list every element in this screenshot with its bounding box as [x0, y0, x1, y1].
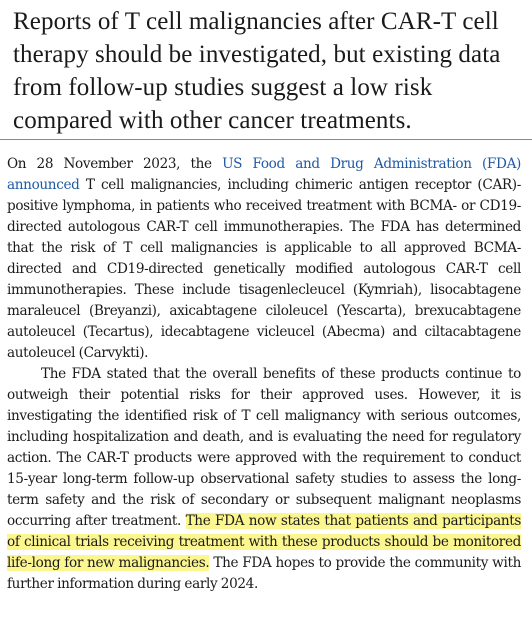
fda-announcement-link[interactable]: US Food and Drug Administration (FDA) an… — [7, 156, 521, 193]
body-paragraph-2: The FDA stated that the overall benefits… — [7, 364, 521, 595]
paragraph-2-tail: The FDA hopes to provide the community w… — [7, 555, 521, 592]
paragraph-1-rest: T cell malignancies, including chimeric … — [7, 177, 521, 361]
body-paragraph-1: On 28 November 2023, the US Food and Dru… — [7, 154, 521, 364]
article-standfirst: Reports of T cell malignancies after CAR… — [13, 8, 501, 134]
article-body: On 28 November 2023, the US Food and Dru… — [7, 154, 521, 595]
section-divider — [0, 139, 532, 140]
paragraph-2-lead: The FDA stated that the overall benefits… — [7, 366, 521, 529]
paragraph-1-lead: On 28 November 2023, the — [7, 156, 223, 172]
